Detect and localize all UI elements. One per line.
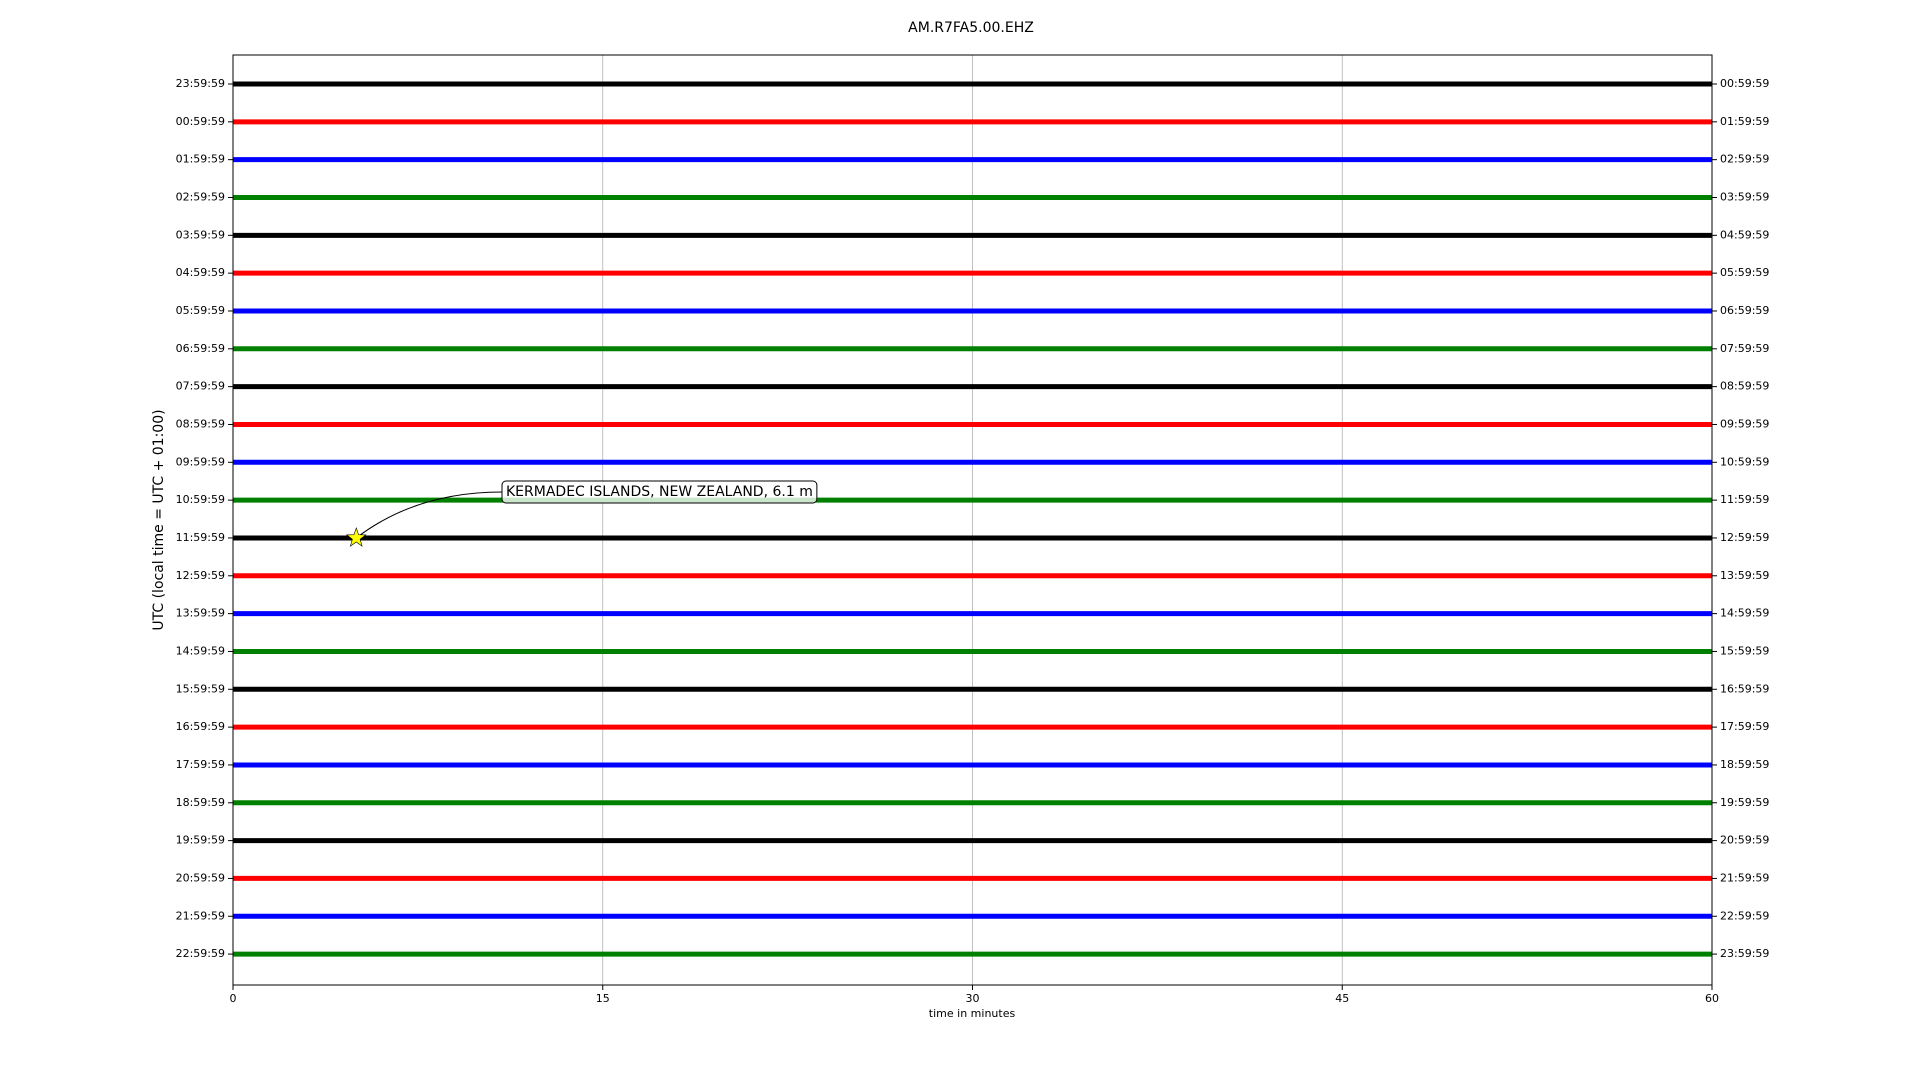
y-tick-label: 23:59:59 xyxy=(176,77,225,90)
y-tick-label: 16:59:59 xyxy=(176,720,225,733)
y-tick-label: 04:59:59 xyxy=(176,266,225,279)
y2-tick-label: 03:59:59 xyxy=(1720,190,1769,203)
annotation-text: KERMADEC ISLANDS, NEW ZEALAND, 6.1 m xyxy=(506,484,813,500)
y-tick-label: 19:59:59 xyxy=(176,834,225,847)
y-tick-label: 15:59:59 xyxy=(176,682,225,695)
y-tick-label: 20:59:59 xyxy=(176,871,225,884)
annotation-box xyxy=(501,480,818,504)
chart-title: AM.R7FA5.00.EHZ xyxy=(908,20,1034,36)
y-tick-label: 03:59:59 xyxy=(176,228,225,241)
y-tick-label: 01:59:59 xyxy=(176,153,225,166)
y-tick-label: 11:59:59 xyxy=(176,531,225,544)
y-tick-label: 05:59:59 xyxy=(176,304,225,317)
y2-tick-label: 16:59:59 xyxy=(1720,682,1769,695)
y-tick-label: 18:59:59 xyxy=(176,796,225,809)
y2-tick-label: 05:59:59 xyxy=(1720,266,1769,279)
y2-tick-label: 01:59:59 xyxy=(1720,115,1769,128)
y2-tick-label: 22:59:59 xyxy=(1720,909,1769,922)
y2-tick-label: 07:59:59 xyxy=(1720,342,1769,355)
y2-tick-label: 00:59:59 xyxy=(1720,77,1769,90)
y2-tick-label: 02:59:59 xyxy=(1720,153,1769,166)
y-tick-label: 10:59:59 xyxy=(176,493,225,506)
y-tick-label: 06:59:59 xyxy=(176,342,225,355)
y2-tick-label: 19:59:59 xyxy=(1720,796,1769,809)
y-tick-label: 00:59:59 xyxy=(176,115,225,128)
annotation-arrow xyxy=(355,491,503,539)
y2-tick-label: 23:59:59 xyxy=(1720,947,1769,960)
y2-tick-label: 11:59:59 xyxy=(1720,493,1769,506)
x-tick-label: 45 xyxy=(1335,992,1349,1005)
y-tick-label: 02:59:59 xyxy=(176,190,225,203)
y2-tick-label: 12:59:59 xyxy=(1720,531,1769,544)
x-tick-label: 0 xyxy=(230,992,237,1005)
y-tick-label: 07:59:59 xyxy=(176,380,225,393)
x-tick-label: 60 xyxy=(1705,992,1719,1005)
y-tick-label: 22:59:59 xyxy=(176,947,225,960)
x-tick-label: 15 xyxy=(596,992,610,1005)
y2-tick-label: 15:59:59 xyxy=(1720,644,1769,657)
y-axis-label: UTC (local time = UTC + 01:00) xyxy=(151,409,167,630)
y-tick-label: 21:59:59 xyxy=(176,909,225,922)
y2-tick-label: 18:59:59 xyxy=(1720,758,1769,771)
y-tick-label: 12:59:59 xyxy=(176,569,225,582)
y2-tick-label: 20:59:59 xyxy=(1720,834,1769,847)
y2-tick-label: 17:59:59 xyxy=(1720,720,1769,733)
y-tick-label: 08:59:59 xyxy=(176,417,225,430)
x-tick-label: 30 xyxy=(966,992,980,1005)
plot-frame xyxy=(232,54,1713,986)
event-marker xyxy=(345,527,367,547)
y2-tick-label: 13:59:59 xyxy=(1720,569,1769,582)
y-tick-label: 17:59:59 xyxy=(176,758,225,771)
y2-tick-label: 21:59:59 xyxy=(1720,871,1769,884)
y-tick-label: 09:59:59 xyxy=(176,455,225,468)
y-tick-label: 14:59:59 xyxy=(176,644,225,657)
y2-tick-label: 14:59:59 xyxy=(1720,607,1769,620)
y2-tick-label: 10:59:59 xyxy=(1720,455,1769,468)
x-axis-label: time in minutes xyxy=(929,1007,1016,1020)
y2-tick-label: 04:59:59 xyxy=(1720,228,1769,241)
y-tick-label: 13:59:59 xyxy=(176,607,225,620)
y2-tick-label: 06:59:59 xyxy=(1720,304,1769,317)
y2-tick-label: 08:59:59 xyxy=(1720,380,1769,393)
y2-tick-label: 09:59:59 xyxy=(1720,417,1769,430)
